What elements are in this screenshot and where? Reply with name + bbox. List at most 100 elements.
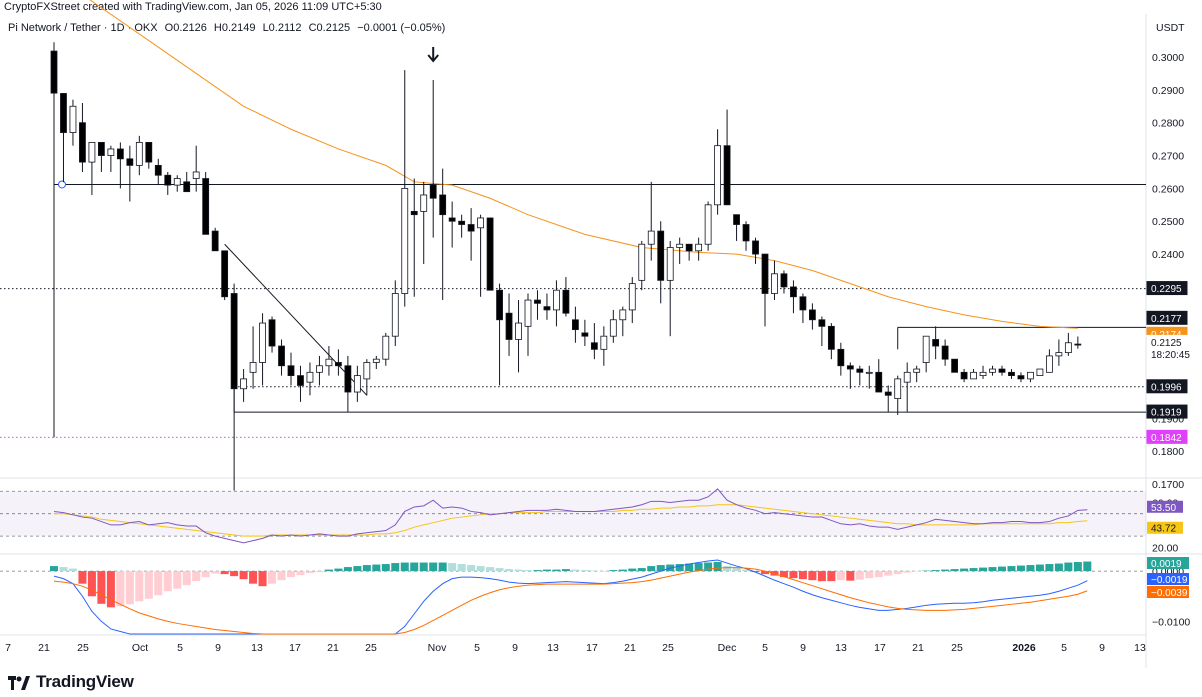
candle-body: [1036, 368, 1044, 377]
macd-histogram-bar: [353, 566, 362, 572]
macd-histogram-bar: [789, 571, 798, 579]
macd-histogram-bar: [1073, 562, 1082, 572]
macd-histogram-bar: [704, 562, 713, 572]
candle-body: [714, 145, 721, 206]
candle-body: [657, 230, 665, 281]
candle-body: [505, 312, 513, 340]
price-chart[interactable]: USDT 0.3000 0.2900 0.2800 0.2700 0.2600 0.2500…: [0, 0, 1202, 668]
candle-body: [372, 358, 380, 363]
macd-value-label: 0.0019: [1147, 557, 1189, 570]
macd-histogram-bar: [884, 571, 893, 576]
candle-body: [230, 293, 238, 390]
tradingview-logo-icon: [8, 675, 30, 690]
candle-body: [240, 378, 248, 390]
candle-body: [410, 210, 418, 216]
price-tick-label: 0.2700: [1152, 151, 1184, 163]
candle-body: [467, 224, 475, 232]
time-tick-label: 17: [289, 642, 301, 654]
macd-histogram-bar: [713, 562, 722, 572]
candle-body: [704, 204, 712, 245]
price-label-text: 0.2125: [1151, 338, 1182, 349]
time-tick-label: 9: [512, 642, 518, 654]
candle-body: [202, 178, 210, 235]
macd-histogram-bar: [144, 571, 153, 599]
macd-histogram-bar: [400, 562, 409, 572]
price-label-level: 0.2295: [1146, 281, 1188, 296]
macd-histogram-bar: [277, 571, 286, 581]
macd-histogram-bar: [192, 571, 201, 582]
candle-body: [790, 286, 797, 298]
macd-histogram-bar: [429, 562, 438, 572]
rsi-value-label: 53.50: [1147, 500, 1183, 514]
price-label-bg: [1146, 346, 1188, 361]
candle-body: [638, 243, 646, 281]
rsi-tick-label: 20.00: [1152, 542, 1178, 554]
time-tick-label: 17: [586, 642, 598, 654]
macd-histogram-bar: [827, 571, 836, 582]
candle-body: [192, 171, 200, 179]
macd-histogram-bar: [960, 568, 969, 572]
time-tick-label: 9: [800, 642, 806, 654]
candle-body: [894, 378, 902, 399]
macd-histogram-bar: [647, 566, 656, 572]
macd-histogram-bar: [874, 571, 883, 578]
time-tick-label: 13: [547, 642, 559, 654]
candle-body: [970, 371, 977, 380]
candle-body: [809, 309, 816, 321]
macd-histogram-bar: [362, 565, 371, 572]
macd-histogram-bar: [694, 563, 703, 572]
price-tick-label: 0.2900: [1152, 85, 1184, 97]
candle-body: [761, 253, 769, 294]
macd-histogram-bar: [1083, 561, 1092, 572]
tradingview-logo[interactable]: TradingView: [8, 672, 134, 692]
macd-value-bg: [1147, 557, 1189, 569]
symbol-name[interactable]: Pi Network / Tether · 1D · OKX: [8, 22, 158, 34]
price-label-text: 0.1996: [1151, 382, 1182, 393]
price-label-countdown: 18:20:45: [1146, 346, 1190, 361]
macd-histogram-bar: [836, 571, 845, 581]
macd-histogram-bar: [542, 569, 551, 572]
descending-trendline: [224, 243, 368, 396]
macd-histogram-bar: [979, 567, 988, 572]
candle-body: [126, 158, 134, 166]
candle-body: [1055, 352, 1063, 357]
candle-body: [989, 368, 996, 373]
macd-line: [53, 559, 1088, 635]
candle-body: [752, 240, 759, 255]
candle-body: [448, 217, 456, 222]
down-arrow-head-icon: [427, 54, 439, 63]
macd-histogram-bar: [448, 563, 457, 572]
candle-body: [316, 365, 323, 373]
candle-body: [865, 371, 873, 374]
candle-body: [1017, 375, 1025, 380]
macd-histogram-bar: [618, 569, 627, 572]
time-tick-label: 5: [474, 642, 480, 654]
candle-body: [429, 184, 437, 199]
macd-histogram-bar: [173, 571, 182, 589]
price-label-level: 0.2177: [1146, 310, 1188, 325]
macd-histogram-bar: [372, 564, 381, 572]
macd-histogram-bar: [239, 571, 248, 580]
candle-body: [875, 371, 883, 393]
time-tick-label: 2026: [1012, 642, 1036, 654]
price-label-bg: [1146, 404, 1188, 419]
time-tick-label: 13: [251, 642, 263, 654]
candle-body: [382, 335, 390, 360]
price-axis-unit: USDT: [1156, 22, 1185, 34]
candle-body: [79, 122, 86, 163]
macd-histogram-bar: [230, 571, 239, 577]
macd-histogram-bar: [893, 571, 902, 575]
candle-body: [1074, 343, 1082, 346]
macd-histogram-bar: [50, 566, 58, 572]
candle-body: [477, 217, 485, 229]
macd-histogram-bar: [685, 563, 694, 572]
candle-body: [553, 289, 560, 311]
rsi-value-text: 53.50: [1151, 503, 1176, 514]
macd-histogram-bar: [249, 571, 258, 584]
macd-histogram-bar: [334, 568, 343, 572]
candle-body: [401, 187, 409, 294]
candle-body: [334, 362, 342, 367]
macd-histogram-bar: [97, 571, 106, 604]
price-tick-label: 0.2400: [1152, 249, 1184, 261]
candle-body: [818, 319, 826, 327]
